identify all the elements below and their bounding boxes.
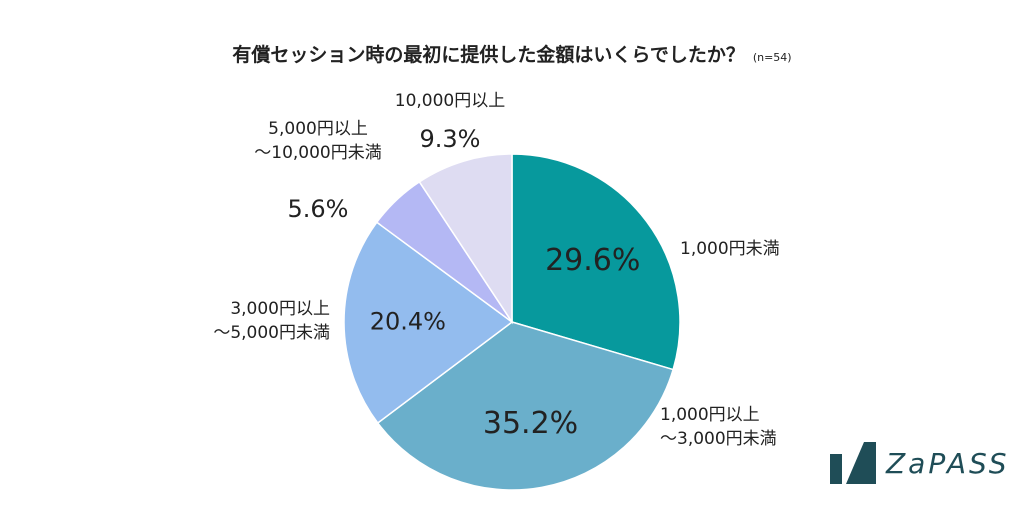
slice-value-2: 20.4% — [370, 307, 446, 335]
pie-slices — [343, 153, 681, 491]
logo-text: ZaPASS — [886, 446, 1010, 480]
chart-title: 有償セッション時の最初に提供した金額はいくらでしたか？ (n=54) — [0, 40, 1024, 67]
slice-label-1: 1,000円以上〜3,000円未満 — [660, 405, 777, 449]
slice-value-3: 5.6% — [288, 195, 349, 223]
slice-label-line: 〜10,000円未満 — [254, 143, 381, 163]
slice-label-4: 10,000円以上 — [395, 91, 505, 111]
pie-slice-1 — [376, 321, 675, 491]
pie-labels: 29.6% 1,000円未満 35.2% 1,000円以上〜3,000円未満 20.4%… — [213, 91, 779, 449]
slice-label-line: 1,000円未満 — [680, 239, 780, 259]
pie-slice-2 — [343, 221, 514, 425]
slice-label-line: 〜5,000円未満 — [213, 323, 330, 343]
chart-title-text: 有償セッション時の最初に提供した金額はいくらでしたか？ — [232, 44, 745, 66]
sample-size: (n=54) — [752, 51, 792, 64]
zapass-logo: ZaPASS — [830, 440, 1010, 486]
pie-slice-4 — [418, 153, 513, 325]
slice-label-line: 〜3,000円未満 — [660, 429, 777, 449]
slice-value-1: 35.2% — [483, 406, 578, 441]
slice-label-2: 3,000円以上〜5,000円未満 — [213, 299, 330, 343]
pie-slice-0 — [511, 153, 681, 371]
slice-label-line: 3,000円以上 — [230, 299, 330, 319]
slice-label-line: 1,000円以上 — [660, 405, 760, 425]
slice-label-3: 5,000円以上〜10,000円未満 — [254, 119, 381, 163]
slice-value-0: 29.6% — [545, 243, 640, 278]
slice-label-line: 10,000円以上 — [395, 91, 505, 111]
zapass-logo-icon — [830, 442, 876, 484]
slice-value-4: 9.3% — [420, 125, 481, 153]
slice-label-line: 5,000円以上 — [268, 119, 368, 139]
slice-label-0: 1,000円未満 — [680, 239, 780, 259]
